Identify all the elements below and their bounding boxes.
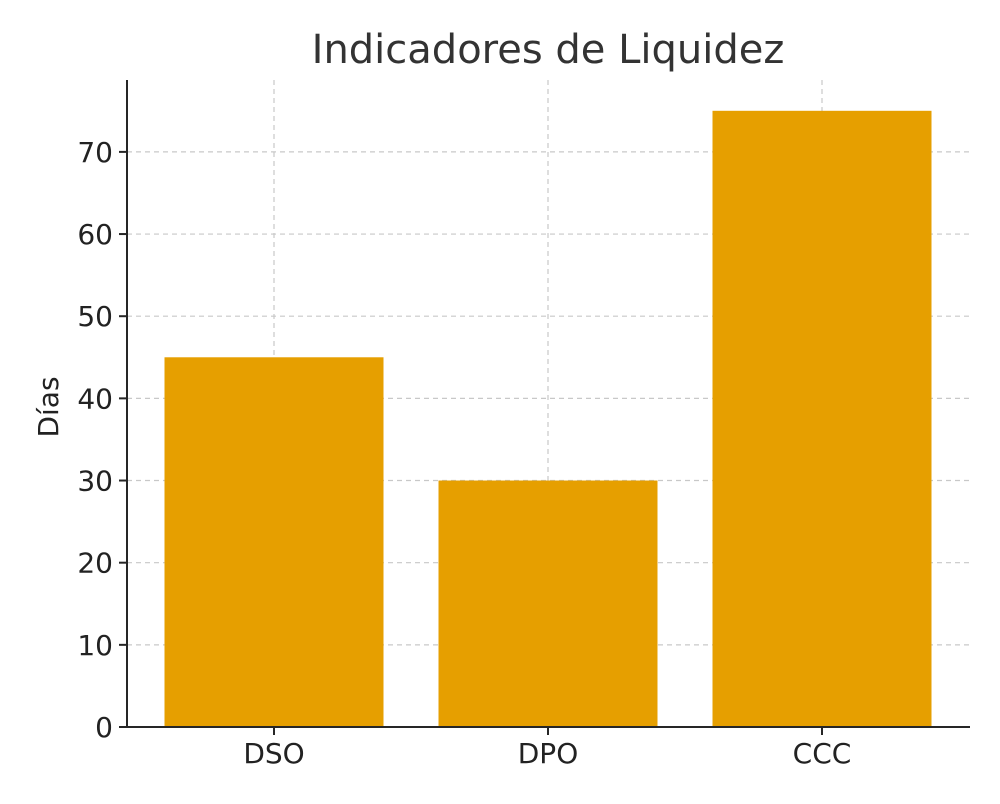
bar-dso [164, 357, 384, 727]
x-tick-label: DPO [518, 737, 578, 770]
x-tick-label: CCC [793, 737, 852, 770]
y-tick-label: 10 [77, 629, 113, 662]
y-tick-label: 40 [77, 382, 113, 415]
y-tick-label: 0 [95, 711, 113, 744]
y-tick-label: 70 [77, 136, 113, 169]
ticks-layer: 0 10 20 30 40 50 60 70 DSO DPO CCC [77, 136, 851, 770]
y-tick-label: 50 [77, 300, 113, 333]
bar-dpo [438, 480, 658, 727]
y-tick-label: 30 [77, 465, 113, 498]
y-axis-label: Días [32, 376, 65, 437]
y-tick-label: 60 [77, 218, 113, 251]
y-tick-label: 20 [77, 547, 113, 580]
x-tick-label: DSO [243, 737, 304, 770]
bars-layer [164, 110, 932, 728]
chart-title: Indicadores de Liquidez [312, 27, 785, 73]
bar-ccc [712, 110, 932, 728]
